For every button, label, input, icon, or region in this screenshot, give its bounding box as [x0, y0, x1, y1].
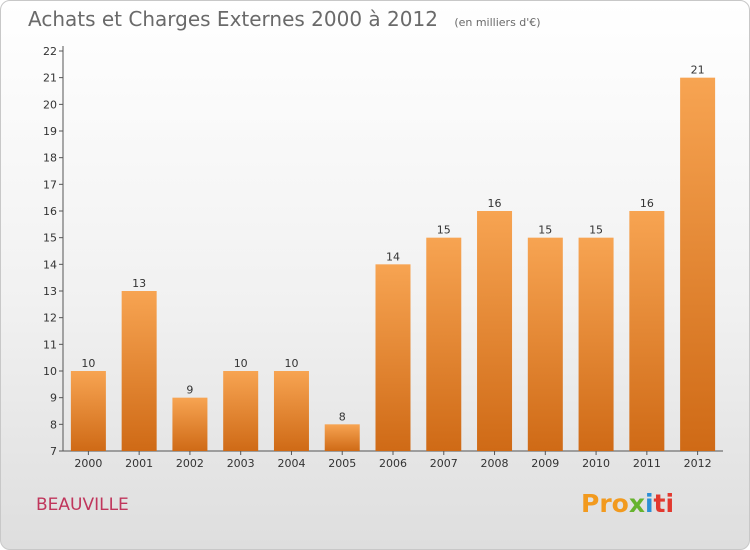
- x-tick-label: 2001: [125, 457, 153, 470]
- x-tick-label: 2011: [633, 457, 661, 470]
- bar-2009: [527, 237, 563, 451]
- x-tick-label: 2010: [582, 457, 610, 470]
- y-tick-label: 12: [43, 312, 57, 325]
- bar-2007: [426, 237, 462, 451]
- bars-group: 10 13 9 10 10 8 14 15 16 15 15 16 21: [70, 64, 716, 452]
- y-tick-label: 15: [43, 232, 57, 245]
- x-tick-label: 2003: [227, 457, 255, 470]
- y-tick-label: 14: [43, 258, 57, 271]
- data-label-2004: 10: [284, 357, 298, 370]
- x-tick-label: 2008: [481, 457, 509, 470]
- data-label-2002: 9: [186, 384, 193, 397]
- data-label-2009: 15: [538, 224, 552, 237]
- data-label-2000: 10: [81, 357, 95, 370]
- x-tick-label: 2004: [277, 457, 305, 470]
- commune-name: BEAUVILLE: [36, 495, 129, 515]
- y-tick-label: 21: [43, 72, 57, 85]
- x-tick-label: 2009: [531, 457, 559, 470]
- chart-subtitle: (en milliers d'€): [454, 16, 541, 29]
- x-tick-label: 2005: [328, 457, 356, 470]
- bar-2005: [324, 424, 360, 451]
- bar-2001: [121, 291, 157, 451]
- chart-title: Achats et Charges Externes 2000 à 2012 (…: [28, 7, 541, 31]
- x-tick-label: 2006: [379, 457, 407, 470]
- bar-2006: [375, 264, 411, 451]
- data-label-2001: 13: [132, 277, 146, 290]
- bar-2004: [273, 371, 309, 451]
- y-tick-label: 16: [43, 205, 57, 218]
- data-label-2006: 14: [386, 250, 400, 263]
- y-tick-label: 17: [43, 178, 57, 191]
- y-tick-label: 10: [43, 365, 57, 378]
- logo-part-2: x: [628, 489, 645, 518]
- data-label-2012: 21: [691, 64, 705, 77]
- logo-part-3: i: [644, 489, 654, 518]
- y-tick-label: 8: [50, 418, 57, 431]
- bar-2000: [70, 371, 106, 451]
- data-label-2007: 15: [437, 224, 451, 237]
- x-tick-label: 2002: [176, 457, 204, 470]
- bar-2011: [629, 211, 665, 451]
- y-tick-label: 22: [43, 45, 57, 58]
- chart-title-text: Achats et Charges Externes 2000 à 2012: [28, 7, 438, 31]
- data-label-2010: 15: [589, 224, 603, 237]
- x-axis: 2000 2001 2002 2003 2004 2005 2006 2007 2008 2009…: [63, 450, 723, 470]
- logo-part-1: Pro: [581, 489, 629, 518]
- bar-2003: [223, 371, 259, 451]
- y-tick-label: 9: [50, 392, 57, 405]
- y-axis: 7 8 9 10 11 12 13 14 15 16 17 18 19 20 21 22: [43, 45, 64, 458]
- data-label-2008: 16: [488, 197, 502, 210]
- data-label-2011: 16: [640, 197, 654, 210]
- bar-2010: [578, 237, 614, 451]
- y-tick-label: 19: [43, 125, 57, 138]
- y-tick-label: 18: [43, 152, 57, 165]
- data-label-2003: 10: [234, 357, 248, 370]
- x-tick-label: 2007: [430, 457, 458, 470]
- proxiti-logo[interactable]: Proxiti: [581, 489, 674, 518]
- y-tick-label: 7: [50, 445, 57, 458]
- bar-2012: [680, 77, 716, 452]
- bar-2002: [172, 397, 208, 451]
- y-tick-label: 11: [43, 338, 57, 351]
- x-tick-label: 2012: [684, 457, 712, 470]
- logo-part-4: ti: [653, 489, 675, 518]
- data-label-2005: 8: [339, 410, 346, 423]
- y-tick-label: 20: [43, 98, 57, 111]
- bar-2008: [477, 211, 513, 451]
- y-tick-label: 13: [43, 285, 57, 298]
- x-tick-label: 2000: [74, 457, 102, 470]
